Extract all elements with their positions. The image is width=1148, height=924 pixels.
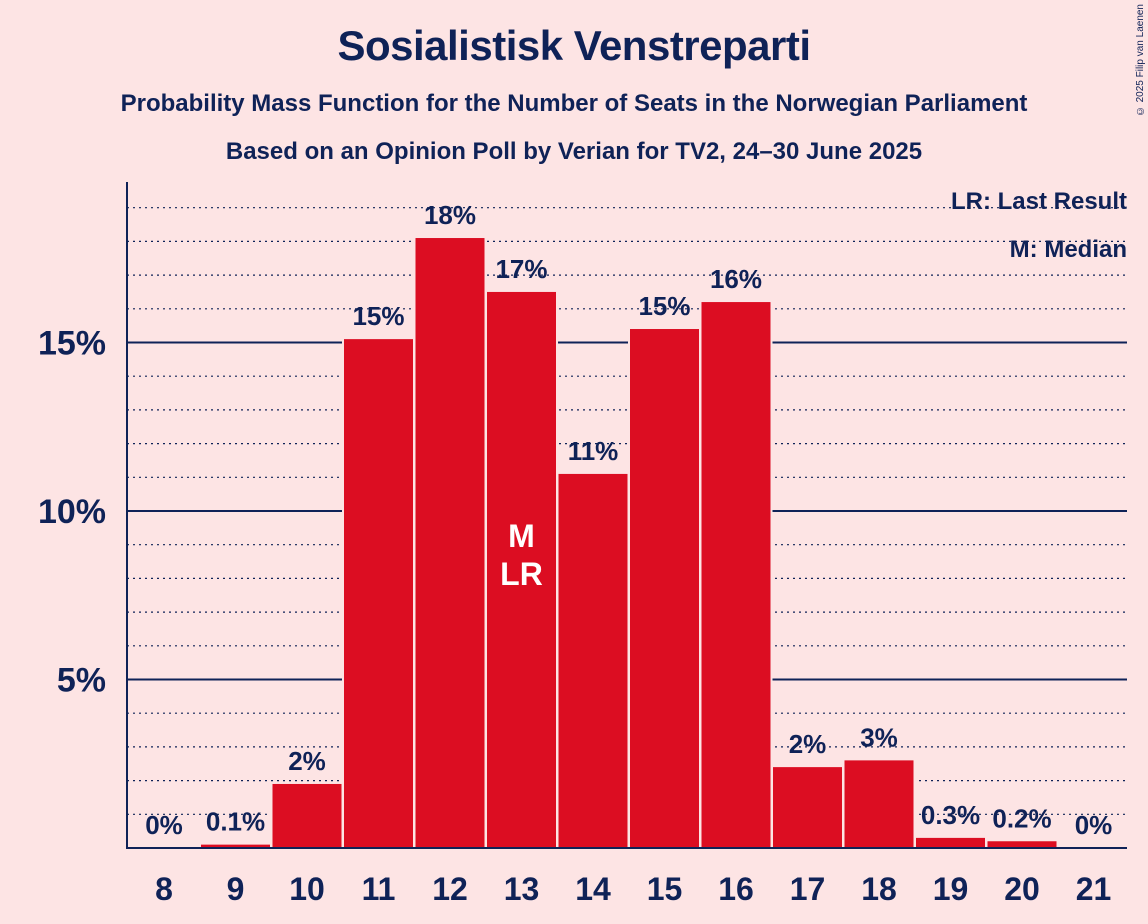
x-tick-label: 14: [575, 871, 611, 907]
x-tick-label: 13: [504, 871, 540, 907]
x-tick-label: 17: [790, 871, 826, 907]
legend-last-result: LR: Last Result: [951, 188, 1127, 215]
bar-11: [344, 339, 413, 848]
data-label: 15%: [638, 291, 690, 321]
x-tick-label: 18: [861, 871, 897, 907]
last-result-marker: LR: [500, 556, 543, 592]
bar-20: [988, 841, 1057, 848]
bar-14: [559, 474, 628, 848]
data-label: 2%: [288, 746, 326, 776]
x-tick-label: 10: [289, 871, 325, 907]
data-label: 11%: [568, 436, 619, 466]
x-tick-label: 9: [227, 871, 245, 907]
x-tick-label: 8: [155, 871, 173, 907]
bar-15: [630, 329, 699, 848]
median-marker: M: [508, 518, 535, 554]
bars: [199, 238, 1059, 848]
legend-median: M: Median: [1010, 236, 1127, 263]
bar-18: [845, 760, 914, 848]
data-label: 2%: [789, 729, 827, 759]
x-tick-label: 19: [933, 871, 969, 907]
y-tick-label: 15%: [38, 325, 106, 363]
x-tick-label: 15: [647, 871, 683, 907]
x-tick-label: 11: [362, 871, 396, 907]
y-tick-label: 10%: [38, 493, 106, 531]
data-label: 15%: [352, 301, 404, 331]
x-tick-label: 12: [432, 871, 468, 907]
data-label: 17%: [495, 254, 547, 284]
data-label: 16%: [710, 264, 762, 294]
x-tick-label: 21: [1076, 871, 1112, 907]
data-label: 0%: [145, 810, 183, 840]
data-label: 0%: [1075, 810, 1113, 840]
data-label: 0.2%: [992, 803, 1051, 833]
x-tick-label: 16: [718, 871, 754, 907]
x-tick-label: 20: [1004, 871, 1040, 907]
bar-16: [702, 302, 771, 848]
data-label: 0.3%: [921, 800, 980, 830]
bar-10: [273, 784, 342, 848]
data-label: 0.1%: [206, 807, 265, 837]
bar-19: [916, 838, 985, 848]
data-label: 18%: [424, 200, 476, 230]
bar-17: [773, 767, 842, 848]
data-label: 3%: [860, 722, 898, 752]
bar-12: [416, 238, 485, 848]
y-tick-label: 5%: [57, 662, 106, 700]
